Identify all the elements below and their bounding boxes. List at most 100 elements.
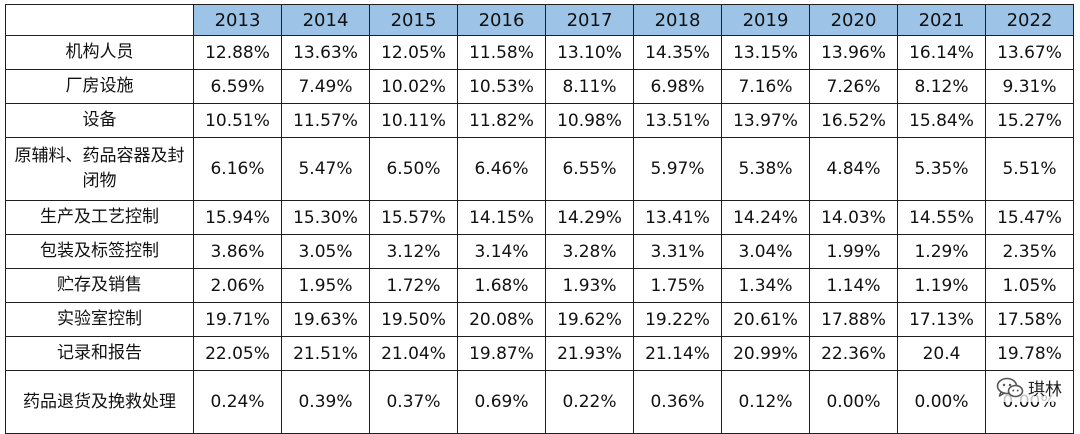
value-cell: 15.27% bbox=[985, 103, 1074, 138]
value-cell: 13.96% bbox=[809, 35, 898, 70]
table-row: 厂房设施 6.59% 7.49% 10.02% 10.53% 8.11% 6.98% 7.16… bbox=[5, 69, 1074, 104]
table-row: 药品退货及挽救处理 0.24% 0.39% 0.37% 0.69% 0.22% 0.36% 0… bbox=[5, 370, 1074, 434]
value-cell: 13.15% bbox=[721, 35, 810, 70]
value-cell: 1.34% bbox=[721, 268, 810, 303]
value-cell: 6.16% bbox=[193, 137, 282, 201]
value-cell: 21.14% bbox=[633, 336, 722, 371]
value-cell: 1.93% bbox=[545, 268, 634, 303]
value-cell: 10.11% bbox=[369, 103, 458, 138]
value-cell: 13.41% bbox=[633, 200, 722, 235]
value-cell: 6.98% bbox=[633, 69, 722, 104]
table-row: 贮存及销售 2.06% 1.95% 1.72% 1.68% 1.93% 1.75% 1.34%… bbox=[5, 268, 1074, 303]
value-cell: 7.26% bbox=[809, 69, 898, 104]
value-cell: 0.36% bbox=[633, 370, 722, 434]
value-cell: 13.67% bbox=[985, 35, 1074, 70]
value-cell: 14.29% bbox=[545, 200, 634, 235]
value-cell: 5.38% bbox=[721, 137, 810, 201]
value-cell: 15.57% bbox=[369, 200, 458, 235]
header-year-cell: 2021 bbox=[897, 4, 986, 36]
value-cell: 1.05% bbox=[985, 268, 1074, 303]
value-cell: 3.31% bbox=[633, 234, 722, 269]
value-cell: 3.04% bbox=[721, 234, 810, 269]
value-cell: 15.84% bbox=[897, 103, 986, 138]
header-year-cell: 2022 bbox=[985, 4, 1074, 36]
value-cell: 0.39% bbox=[281, 370, 370, 434]
value-cell: 19.63% bbox=[281, 302, 370, 337]
value-cell: 5.51% bbox=[985, 137, 1074, 201]
value-cell: 1.75% bbox=[633, 268, 722, 303]
table-row: 机构人员 12.88% 13.63% 12.05% 11.58% 13.10% 14.35%… bbox=[5, 35, 1074, 70]
value-cell: 16.52% bbox=[809, 103, 898, 138]
watermark-text: 琪林 bbox=[1028, 380, 1062, 400]
value-cell: 10.02% bbox=[369, 69, 458, 104]
value-cell: 1.95% bbox=[281, 268, 370, 303]
value-cell: 1.99% bbox=[809, 234, 898, 269]
header-year-cell: 2015 bbox=[369, 4, 458, 36]
value-cell: 14.55% bbox=[897, 200, 986, 235]
value-cell: 7.49% bbox=[281, 69, 370, 104]
value-cell: 13.63% bbox=[281, 35, 370, 70]
value-cell: 14.35% bbox=[633, 35, 722, 70]
value-cell: 0.00% bbox=[809, 370, 898, 434]
value-cell: 21.93% bbox=[545, 336, 634, 371]
value-cell: 0.12% bbox=[721, 370, 810, 434]
value-cell: 2.06% bbox=[193, 268, 282, 303]
value-cell: 15.94% bbox=[193, 200, 282, 235]
wechat-icon bbox=[996, 377, 1024, 397]
value-cell: 5.97% bbox=[633, 137, 722, 201]
header-year-cell: 2020 bbox=[809, 4, 898, 36]
value-cell: 3.14% bbox=[457, 234, 546, 269]
value-cell: 15.47% bbox=[985, 200, 1074, 235]
row-label-cell: 药品退货及挽救处理 bbox=[5, 370, 194, 434]
value-cell: 10.98% bbox=[545, 103, 634, 138]
value-cell: 13.10% bbox=[545, 35, 634, 70]
value-cell: 20.08% bbox=[457, 302, 546, 337]
value-cell: 19.62% bbox=[545, 302, 634, 337]
value-cell: 6.59% bbox=[193, 69, 282, 104]
value-cell: 19.87% bbox=[457, 336, 546, 371]
value-cell: 0.69% bbox=[457, 370, 546, 434]
value-cell: 10.51% bbox=[193, 103, 282, 138]
value-cell: 11.57% bbox=[281, 103, 370, 138]
value-cell: 14.24% bbox=[721, 200, 810, 235]
value-cell: 4.84% bbox=[809, 137, 898, 201]
value-cell: 1.68% bbox=[457, 268, 546, 303]
row-label-cell: 包装及标签控制 bbox=[5, 234, 194, 269]
value-cell: 3.28% bbox=[545, 234, 634, 269]
row-label-cell: 记录和报告 bbox=[5, 336, 194, 371]
table-body: 机构人员 12.88% 13.63% 12.05% 11.58% 13.10% 14.35%… bbox=[5, 35, 1074, 434]
value-cell: 3.86% bbox=[193, 234, 282, 269]
value-cell: 0.00% bbox=[897, 370, 986, 434]
row-label-cell: 机构人员 bbox=[5, 35, 194, 70]
table-row: 实验室控制 19.71% 19.63% 19.50% 20.08% 19.62% 19.22… bbox=[5, 302, 1074, 337]
value-cell: 20.61% bbox=[721, 302, 810, 337]
value-cell: 16.14% bbox=[897, 35, 986, 70]
data-table: 2013 2014 2015 2016 2017 2018 2019 2020 2021 2022… bbox=[5, 4, 1074, 434]
table-row: 记录和报告 22.05% 21.51% 21.04% 19.87% 21.93% 21.14… bbox=[5, 336, 1074, 371]
value-cell: 5.47% bbox=[281, 137, 370, 201]
value-cell: 19.71% bbox=[193, 302, 282, 337]
value-cell: 22.36% bbox=[809, 336, 898, 371]
value-cell: 22.05% bbox=[193, 336, 282, 371]
value-cell: 1.19% bbox=[897, 268, 986, 303]
row-label-cell: 原辅料、药品容器及封闭物 bbox=[5, 137, 194, 201]
value-cell: 17.58% bbox=[985, 302, 1074, 337]
header-corner-cell bbox=[5, 4, 194, 36]
table-row: 设备 10.51% 11.57% 10.11% 11.82% 10.98% 13.51% 13… bbox=[5, 103, 1074, 138]
value-cell: 19.50% bbox=[369, 302, 458, 337]
value-cell: 21.51% bbox=[281, 336, 370, 371]
value-cell: 0.37% bbox=[369, 370, 458, 434]
value-cell: 13.51% bbox=[633, 103, 722, 138]
header-row: 2013 2014 2015 2016 2017 2018 2019 2020 2021 2022 bbox=[5, 4, 1074, 36]
value-cell: 1.14% bbox=[809, 268, 898, 303]
value-cell: 20.4 bbox=[897, 336, 986, 371]
value-cell: 6.46% bbox=[457, 137, 546, 201]
value-cell: 5.35% bbox=[897, 137, 986, 201]
header-year-cell: 2017 bbox=[545, 4, 634, 36]
value-cell: 13.97% bbox=[721, 103, 810, 138]
value-cell: 8.11% bbox=[545, 69, 634, 104]
value-cell: 20.99% bbox=[721, 336, 810, 371]
value-cell: 14.15% bbox=[457, 200, 546, 235]
value-cell: 12.88% bbox=[193, 35, 282, 70]
header-year-cell: 2018 bbox=[633, 4, 722, 36]
